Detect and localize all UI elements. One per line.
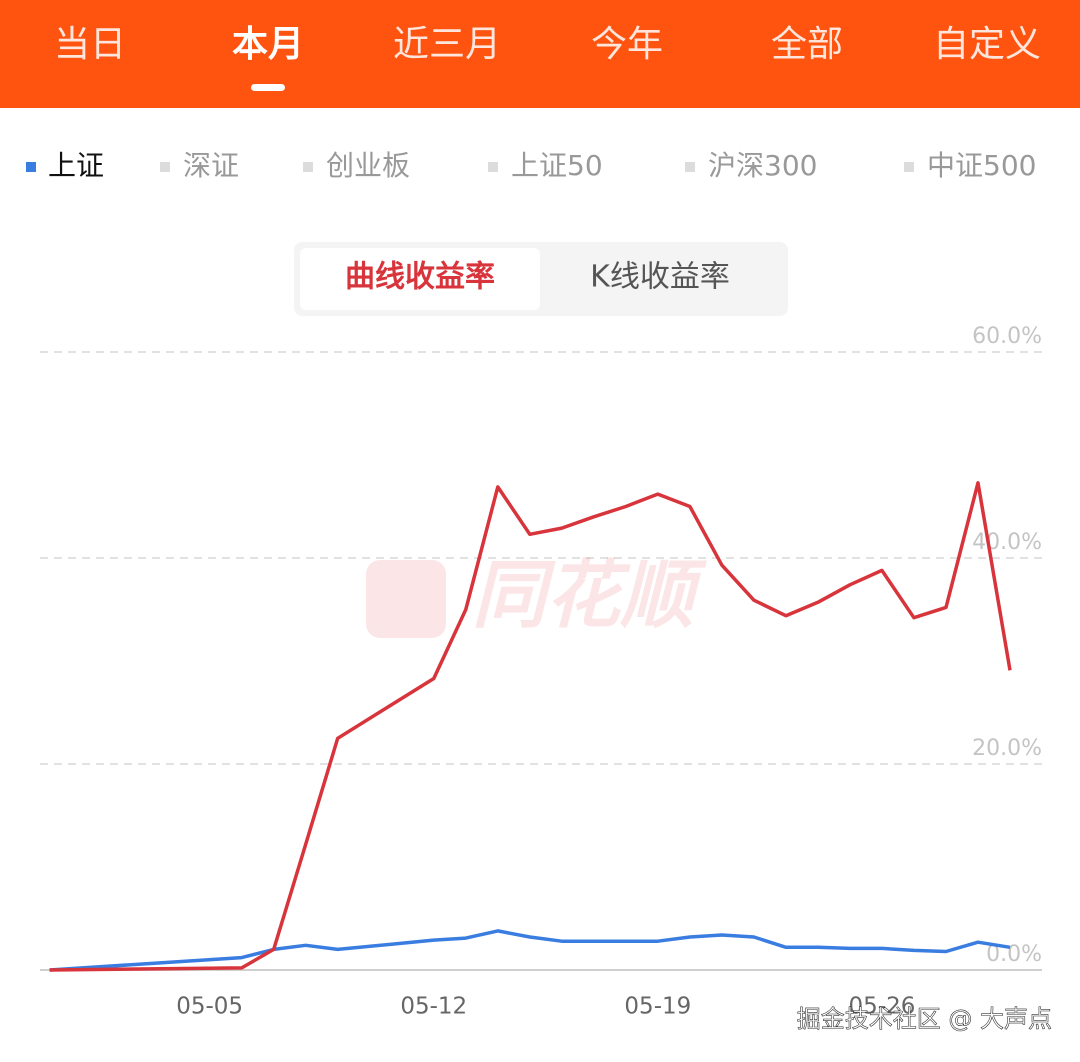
index-marker: [160, 162, 170, 172]
legend-label[interactable]: 上证: [48, 149, 104, 182]
tab[interactable]: 近三月: [393, 24, 501, 65]
tab[interactable]: 当日: [54, 24, 126, 65]
series-line: [49, 929, 1011, 972]
index-marker: [904, 162, 914, 172]
toggle-option[interactable]: K线收益率: [590, 260, 730, 295]
watermark-icon: [366, 560, 446, 638]
index-chip[interactable]: 沪深300: [708, 149, 817, 182]
legend-marker: [26, 162, 36, 172]
index-marker: [303, 162, 313, 172]
y-tick-label: 40.0%: [972, 530, 1042, 555]
x-tick-label: 05-26: [849, 994, 916, 1020]
x-tick-label: 05-19: [624, 994, 691, 1020]
y-tick-label: 20.0%: [972, 736, 1042, 761]
index-marker: [488, 162, 498, 172]
index-marker: [685, 162, 695, 172]
index-chip[interactable]: 上证50: [511, 149, 603, 182]
y-tick-label: 60.0%: [972, 324, 1042, 349]
tab[interactable]: 全部: [771, 24, 843, 65]
header-bar: [0, 0, 1080, 108]
x-tick-label: 05-12: [400, 994, 467, 1020]
toggle-option[interactable]: 曲线收益率: [345, 260, 495, 295]
index-chip[interactable]: 创业板: [326, 149, 410, 182]
series-line: [49, 481, 1012, 972]
x-tick-label: 05-05: [176, 994, 243, 1020]
tab[interactable]: 自定义: [933, 24, 1041, 65]
tab[interactable]: 本月: [232, 24, 304, 65]
index-chip[interactable]: 深证: [183, 149, 239, 182]
tab[interactable]: 今年: [591, 24, 663, 65]
watermark: 同花顺: [366, 553, 707, 639]
toggle-active: [300, 248, 540, 310]
tab-underline: [251, 84, 285, 91]
index-chip[interactable]: 中证500: [927, 149, 1036, 182]
credit: 掘金技术社区 @ 大声点: [797, 1005, 1052, 1033]
watermark-text: 同花顺: [472, 553, 707, 639]
